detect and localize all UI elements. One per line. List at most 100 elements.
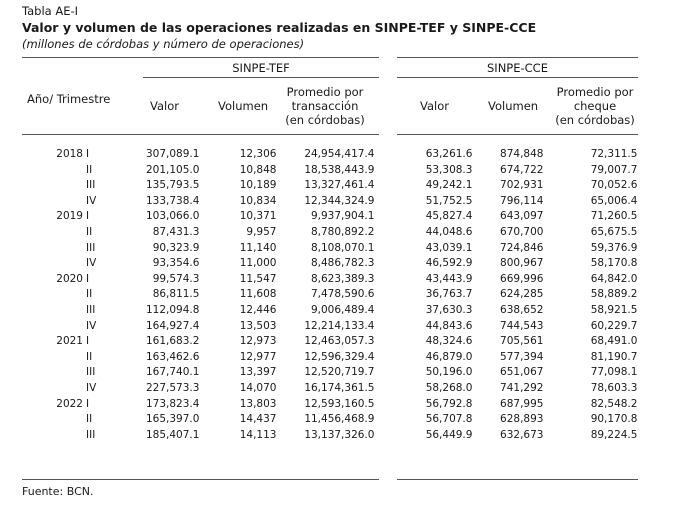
cell-tef-volumen: 14,437 [239,413,277,426]
cell-tef-promedio: 12,520,719.7 [304,366,375,379]
cell-cce-valor: 43,443.9 [425,272,473,285]
cell-quarter: IV [86,257,97,270]
cell-year [0,350,86,366]
cell-year [0,194,86,210]
cell-quarter: II [86,225,93,238]
cell-cce-promedio: 90,170.8 [590,413,638,426]
cell-year [0,412,86,428]
cell-cce-promedio: 65,006.4 [590,194,638,207]
cell-cce-valor: 43,039.1 [425,241,473,254]
cell-quarter: I [86,148,90,160]
cell-tef-promedio: 13,137,326.0 [304,428,375,441]
table-row: III 90,323.9 11,140 8,108,070.1 43,039.1 724,… [0,241,637,257]
group-rule-right [397,77,638,78]
cell-cce-valor: 56,707.8 [425,413,473,426]
cell-cce-promedio: 81,190.7 [590,350,638,363]
table-row: 2020 I 99,574.3 11,547 8,623,389.3 43,443.9 66… [0,272,637,288]
cell-tef-promedio: 24,954,417.4 [304,148,375,160]
cell-cce-volumen: 744,543 [500,319,544,332]
cell-cce-volumen: 628,893 [500,413,544,426]
cell-cce-volumen: 670,700 [500,225,544,238]
cell-tef-promedio: 18,538,443.9 [304,163,375,176]
cell-cce-valor: 44,048.6 [425,225,473,238]
cell-tef-promedio: 13,327,461.4 [304,179,375,192]
group-header-sinpe-tef: SINPE-TEF [232,61,290,75]
table-row: II 201,105.0 10,848 18,538,443.9 53,308.3 674… [0,163,637,179]
cell-cce-valor: 44,843.6 [425,319,473,332]
bottom-rule-right [397,479,638,480]
cell-quarter: I [86,397,90,410]
cell-year: 2018 [56,148,83,160]
table-row: 2021 I 161,683.2 12,973 12,463,057.3 48,324.6… [0,334,637,350]
cell-cce-promedio: 79,007.7 [590,163,638,176]
cell-tef-valor: 227,573.3 [146,381,200,394]
cell-cce-volumen: 651,067 [500,366,544,379]
cell-year: 2019 [56,210,83,223]
cell-tef-promedio: 7,478,590.6 [310,288,375,301]
table-row: III 112,094.8 12,446 9,006,489.4 37,630.3 638… [0,303,637,319]
header-cce-volumen: Volumen [488,99,539,113]
cell-quarter: III [86,241,96,254]
table-row: III 135,793.5 10,189 13,327,461.4 49,242.1 70… [0,178,637,194]
cell-tef-volumen: 14,113 [239,428,277,441]
cell-quarter: I [86,272,90,285]
table-row: 2019 I 103,066.0 10,371 9,937,904.1 45,827.4 6… [0,209,637,225]
cell-tef-valor: 167,740.1 [146,366,200,379]
table-title: Valor y volumen de las operaciones reali… [22,20,537,35]
cell-cce-promedio: 71,260.5 [590,210,638,223]
table-row: IV 164,927.4 13,503 12,214,133.4 44,843.6 744… [0,319,637,335]
cell-cce-volumen: 874,848 [500,148,544,160]
cell-quarter: II [86,350,93,363]
cell-quarter: III [86,303,96,316]
cell-cce-promedio: 59,376.9 [590,241,638,254]
table-label: Tabla AE-I [22,4,79,18]
cell-year: 2022 [56,397,83,410]
top-rule-left [22,57,379,58]
cell-cce-promedio: 68,491.0 [590,335,638,348]
cell-tef-volumen: 9,957 [246,225,277,238]
cell-year [0,365,86,381]
table-row: II 87,431.3 9,957 8,780,892.2 44,048.6 670,70… [0,225,637,241]
cell-cce-valor: 46,592.9 [425,257,473,270]
cell-tef-promedio: 9,006,489.4 [310,303,375,316]
cell-cce-volumen: 624,285 [500,288,544,301]
cell-cce-valor: 36,763.7 [425,288,473,301]
cell-year: 2020 [56,272,83,285]
cell-quarter: I [86,335,90,348]
cell-cce-valor: 53,308.3 [425,163,473,176]
cell-tef-valor: 201,105.0 [146,163,200,176]
cell-tef-volumen: 10,834 [239,194,277,207]
cell-tef-promedio: 9,937,904.1 [310,210,375,223]
cell-year [0,428,86,444]
cell-cce-volumen: 796,114 [500,194,544,207]
table-row: IV 133,738.4 10,834 12,344,324.9 51,752.5 796… [0,194,637,210]
cell-cce-volumen: 669,996 [500,272,544,285]
cell-cce-volumen: 741,292 [500,381,544,394]
cell-year: 2021 [56,335,83,348]
cell-cce-promedio: 89,224.5 [590,428,638,441]
cell-tef-volumen: 12,306 [239,148,277,160]
cell-cce-volumen: 674,722 [500,163,544,176]
bottom-rule-left [22,479,379,480]
cell-year [0,241,86,257]
cell-cce-promedio: 60,229.7 [590,319,638,332]
cell-year [0,256,86,272]
cell-tef-volumen: 11,140 [239,241,277,254]
cell-tef-valor: 133,738.4 [146,194,200,207]
cell-cce-promedio: 78,603.3 [590,381,638,394]
source-note: Fuente: BCN. [22,485,94,498]
cell-tef-valor: 161,683.2 [146,335,200,348]
cell-tef-promedio: 8,486,782.3 [310,257,375,270]
cell-tef-valor: 135,793.5 [146,179,200,192]
cell-tef-volumen: 13,397 [239,366,277,379]
cell-tef-volumen: 10,371 [239,210,277,223]
table-row: IV 227,573.3 14,070 16,174,361.5 58,268.0 741… [0,381,637,397]
cell-tef-valor: 185,407.1 [146,428,200,441]
cell-cce-promedio: 64,842.0 [590,272,638,285]
header-bottom-rule-left [22,134,379,135]
header-bottom-rule-right [397,134,638,135]
cell-tef-valor: 173,823.4 [146,397,200,410]
cell-tef-valor: 90,323.9 [152,241,200,254]
data-table: 2018 I 307,089.1 12,306 24,954,417.4 63,261.6… [0,147,637,443]
cell-tef-volumen: 10,848 [239,163,277,176]
